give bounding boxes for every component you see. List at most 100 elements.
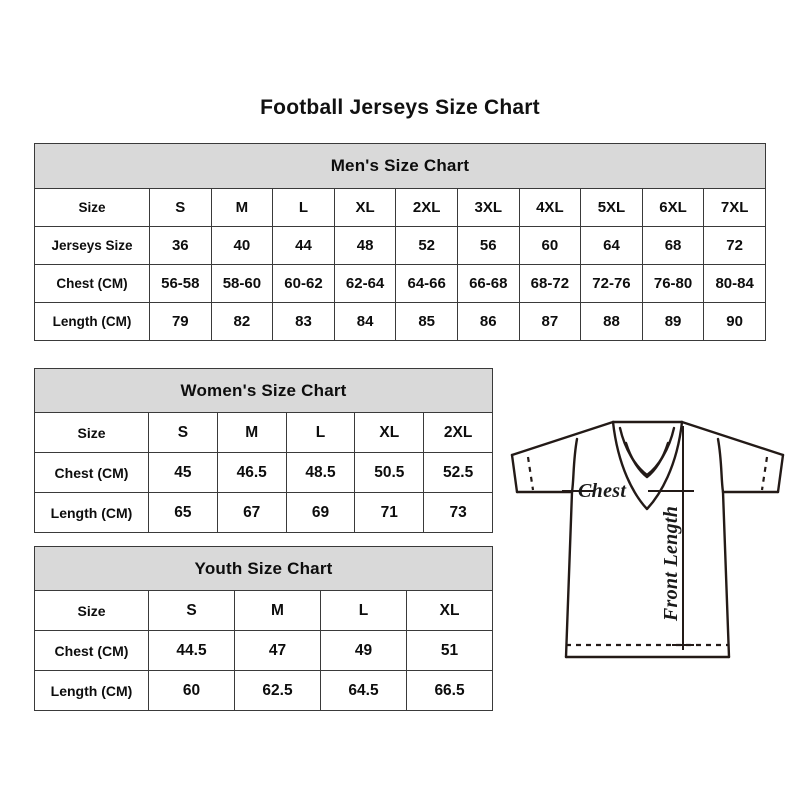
- table-cell: 71: [354, 492, 425, 533]
- table-cell: 76-80: [641, 264, 705, 303]
- table-cell: 45: [148, 452, 218, 493]
- table-cell: 44.5: [148, 630, 235, 671]
- table-row: Chest (CM) 45 46.5 48.5 50.5 52.5: [34, 452, 494, 493]
- table-cell: 50.5: [354, 452, 425, 493]
- row-label: Size: [34, 590, 149, 631]
- jersey-measurement-diagram: [500, 395, 795, 695]
- left-side-seam: [564, 490, 574, 659]
- table-cell: 3XL: [456, 188, 520, 227]
- table-row: Length (CM) 60 62.5 64.5 66.5: [34, 670, 494, 711]
- table-cell: 83: [272, 302, 335, 341]
- table-cell: 67: [216, 492, 287, 533]
- table-cell: 7XL: [703, 188, 766, 227]
- table-cell: 65: [148, 492, 218, 533]
- table-cell: 86: [456, 302, 520, 341]
- table-cell: L: [285, 412, 356, 453]
- left-shoulder-line: [510, 420, 615, 457]
- jersey-icon: [510, 420, 785, 659]
- table-caption-row: Men's Size Chart: [34, 143, 766, 189]
- table-cell: 4XL: [518, 188, 582, 227]
- table-row: Chest (CM) 56-58 58-60 60-62 62-64 64-66…: [34, 264, 766, 303]
- row-label: Size: [34, 412, 149, 453]
- table-cell: 62-64: [333, 264, 397, 303]
- right-sleeve-seam: [716, 437, 725, 494]
- table-cell: 60: [518, 226, 582, 265]
- table-cell: 80-84: [703, 264, 766, 303]
- page-title: Football Jerseys Size Chart: [260, 96, 540, 119]
- table-cell: 60-62: [272, 264, 335, 303]
- table-cell: 60: [148, 670, 235, 711]
- table-row: Length (CM) 65 67 69 71 73: [34, 492, 494, 533]
- table-cell: M: [234, 590, 321, 631]
- table-cell: 66.5: [405, 670, 494, 711]
- table-caption-row: Women's Size Chart: [33, 368, 494, 413]
- row-label: Chest (CM): [34, 452, 149, 493]
- row-label: Length (CM): [34, 302, 150, 341]
- table-cell: 72: [703, 226, 766, 265]
- left-sleeve-seam: [570, 437, 579, 494]
- table-cell: XL: [333, 188, 397, 227]
- table-cell: 89: [641, 302, 705, 341]
- youth-size-table: Youth Size Chart Size S M L XL Chest (CM…: [33, 546, 494, 711]
- table-cell: 82: [210, 302, 274, 341]
- table-cell: S: [148, 590, 235, 631]
- table-cell: L: [320, 590, 407, 631]
- table-cell: 84: [333, 302, 397, 341]
- right-cuff-stitch: [760, 456, 769, 491]
- table-cell: 73: [423, 492, 494, 533]
- table-cell: 2XL: [423, 412, 494, 453]
- mens-table-caption: Men's Size Chart: [34, 143, 766, 189]
- womens-table-caption: Women's Size Chart: [33, 368, 494, 413]
- table-cell: 56: [456, 226, 520, 265]
- row-label: Chest (CM): [34, 630, 149, 671]
- table-cell: 2XL: [395, 188, 458, 227]
- table-cell: XL: [405, 590, 494, 631]
- table-row: Jerseys Size 36 40 44 48 52 56 60 64 68 …: [34, 226, 766, 265]
- front-length-measure-label: Front Length: [660, 505, 683, 622]
- table-row: Size S M L XL 2XL 3XL 4XL 5XL 6XL 7XL: [34, 188, 766, 227]
- table-cell: 87: [518, 302, 582, 341]
- table-cell: 47: [234, 630, 321, 671]
- right-shoulder-line: [680, 420, 785, 457]
- youth-table-caption: Youth Size Chart: [33, 546, 494, 591]
- mens-size-table: Men's Size Chart Size S M L XL 2XL 3XL 4…: [34, 143, 766, 341]
- table-cell: L: [272, 188, 335, 227]
- table-row: Chest (CM) 44.5 47 49 51: [34, 630, 494, 671]
- table-cell: 66-68: [456, 264, 520, 303]
- table-cell: 36: [149, 226, 212, 265]
- table-cell: 64.5: [320, 670, 407, 711]
- table-cell: XL: [354, 412, 425, 453]
- table-cell: 48.5: [285, 452, 356, 493]
- table-cell: 64: [580, 226, 643, 265]
- table-cell: 68-72: [518, 264, 582, 303]
- right-cuff-line: [776, 453, 785, 494]
- table-cell: 90: [703, 302, 766, 341]
- table-cell: 68: [641, 226, 705, 265]
- table-cell: M: [210, 188, 274, 227]
- table-caption-row: Youth Size Chart: [33, 546, 494, 591]
- table-cell: 48: [333, 226, 397, 265]
- table-cell: 6XL: [641, 188, 705, 227]
- table-row: Size S M L XL 2XL: [34, 412, 494, 453]
- table-cell: 79: [149, 302, 212, 341]
- row-label: Chest (CM): [34, 264, 150, 303]
- table-cell: 64-66: [395, 264, 458, 303]
- table-cell: 44: [272, 226, 335, 265]
- row-label: Size: [34, 188, 150, 227]
- table-cell: 85: [395, 302, 458, 341]
- row-label: Jerseys Size: [34, 226, 150, 265]
- table-cell: 46.5: [216, 452, 287, 493]
- vneck-outer: [611, 420, 684, 511]
- left-cuff-stitch: [526, 456, 535, 491]
- row-label: Length (CM): [34, 670, 149, 711]
- table-cell: 88: [580, 302, 643, 341]
- table-row: Length (CM) 79 82 83 84 85 86 87 88 89 9…: [34, 302, 766, 341]
- womens-size-table: Women's Size Chart Size S M L XL 2XL Che…: [33, 368, 494, 533]
- table-cell: S: [149, 188, 212, 227]
- table-cell: 52.5: [423, 452, 494, 493]
- table-cell: 49: [320, 630, 407, 671]
- left-cuff-line: [510, 453, 519, 494]
- table-cell: 56-58: [149, 264, 212, 303]
- table-cell: 51: [405, 630, 494, 671]
- table-cell: 40: [210, 226, 274, 265]
